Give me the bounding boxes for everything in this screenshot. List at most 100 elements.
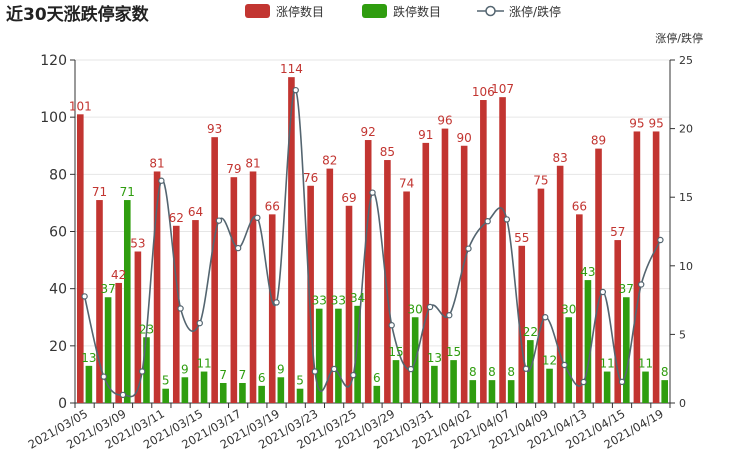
bar-up bbox=[499, 97, 506, 404]
bar-up bbox=[115, 282, 122, 403]
data-label-down: 11 bbox=[638, 357, 653, 371]
bar-up bbox=[537, 188, 545, 403]
legend-item-3[interactable]: 涨停/跌停 bbox=[477, 4, 561, 19]
ratio-point bbox=[388, 322, 395, 329]
bar-down bbox=[277, 377, 285, 403]
ratio-point bbox=[138, 368, 146, 375]
bar-up bbox=[518, 245, 526, 403]
data-label-up: 81 bbox=[245, 156, 260, 170]
legend-item-1[interactable]: 涨停数目 bbox=[245, 4, 324, 19]
bar-down bbox=[123, 200, 131, 403]
bar-up bbox=[460, 145, 468, 403]
data-label-up: 82 bbox=[322, 154, 337, 168]
bar-up bbox=[614, 240, 622, 403]
data-label-down: 12 bbox=[542, 354, 557, 368]
ratio-point bbox=[292, 86, 299, 94]
bar-up bbox=[441, 128, 449, 403]
bar-down bbox=[527, 340, 534, 403]
data-label-down: 34 bbox=[350, 291, 365, 305]
ratio-point bbox=[350, 371, 357, 379]
data-label-up: 96 bbox=[437, 114, 452, 128]
bar-up bbox=[249, 171, 257, 403]
legend[interactable]: 涨停数目 跌停数目 涨停/跌停 bbox=[245, 4, 561, 19]
bar-down bbox=[200, 371, 208, 403]
ratio-point bbox=[215, 217, 223, 224]
data-label-up: 95 bbox=[629, 116, 644, 130]
data-label-up: 62 bbox=[169, 211, 184, 225]
ratio-line bbox=[81, 86, 664, 399]
data-label-down: 8 bbox=[661, 365, 669, 379]
data-label-up: 95 bbox=[648, 116, 663, 130]
ratio-point bbox=[484, 218, 491, 225]
legend-label: 跌停数目 bbox=[393, 4, 441, 19]
bar-down bbox=[642, 371, 649, 403]
legend-swatch bbox=[245, 4, 270, 18]
bar-down bbox=[85, 365, 93, 403]
bar-down bbox=[104, 297, 112, 403]
bar-down bbox=[623, 297, 630, 403]
bar-up bbox=[403, 191, 410, 403]
bar-down bbox=[315, 308, 323, 403]
data-label-down: 7 bbox=[239, 368, 247, 382]
data-label-up: 66 bbox=[265, 199, 280, 213]
bar-up bbox=[153, 171, 161, 403]
data-label-down: 5 bbox=[162, 374, 170, 388]
left-tick-label: 40 bbox=[49, 282, 67, 298]
data-label-down: 43 bbox=[580, 265, 595, 279]
bar-down bbox=[181, 377, 189, 403]
data-label-up: 69 bbox=[341, 191, 356, 205]
bar-down bbox=[488, 380, 496, 403]
data-label-down: 15 bbox=[388, 345, 403, 359]
ratio-point bbox=[81, 293, 88, 300]
ratio-point bbox=[465, 245, 472, 252]
bar-up bbox=[134, 251, 142, 403]
right-axis-name: 涨停/跌停 bbox=[655, 31, 703, 45]
data-label-down: 9 bbox=[277, 362, 285, 376]
bar-up bbox=[652, 131, 660, 404]
bar-down bbox=[565, 317, 573, 403]
bar-up bbox=[211, 137, 218, 404]
data-label-up: 74 bbox=[399, 176, 414, 190]
data-label-up: 93 bbox=[207, 122, 222, 136]
left-tick-label: 80 bbox=[49, 167, 67, 183]
data-label-down: 8 bbox=[507, 365, 515, 379]
bars bbox=[76, 77, 669, 404]
ratio-point bbox=[561, 361, 568, 369]
bar-down bbox=[162, 388, 169, 403]
ratio-point bbox=[407, 365, 415, 373]
data-label-up: 101 bbox=[69, 99, 92, 113]
bar-down bbox=[373, 385, 381, 403]
bar-down bbox=[450, 360, 457, 403]
data-label-down: 9 bbox=[181, 362, 189, 376]
data-label-down: 13 bbox=[81, 351, 96, 365]
bar-down bbox=[219, 382, 227, 403]
ratio-point bbox=[158, 177, 165, 184]
bar-up bbox=[422, 142, 430, 403]
ratio-point bbox=[446, 311, 453, 319]
bar-up bbox=[480, 100, 487, 404]
ratio-line-path bbox=[83, 89, 662, 398]
ratio-point bbox=[234, 244, 242, 252]
ratio-point bbox=[330, 365, 338, 373]
right-tick-label: 5 bbox=[679, 328, 686, 341]
bar-down bbox=[296, 388, 304, 403]
bar-up bbox=[268, 214, 276, 403]
data-label-down: 23 bbox=[139, 322, 154, 336]
data-label-up: 114 bbox=[280, 62, 303, 76]
right-tick-label: 0 bbox=[679, 397, 686, 410]
data-label-up: 64 bbox=[188, 205, 203, 219]
data-label-up: 91 bbox=[418, 128, 433, 142]
ratio-point bbox=[369, 189, 376, 196]
bar-down bbox=[392, 360, 400, 403]
right-tick-label: 10 bbox=[679, 260, 693, 273]
ratio-point bbox=[177, 305, 184, 312]
left-tick-label: 100 bbox=[40, 110, 67, 126]
data-label-down: 13 bbox=[427, 351, 442, 365]
legend-label: 涨停数目 bbox=[276, 4, 324, 19]
bar-up bbox=[288, 77, 295, 404]
data-label-down: 71 bbox=[120, 185, 135, 199]
bar-up bbox=[307, 185, 314, 403]
legend-item-2[interactable]: 跌停数目 bbox=[362, 4, 441, 19]
data-label-down: 33 bbox=[331, 294, 346, 308]
bar-up bbox=[326, 168, 334, 403]
